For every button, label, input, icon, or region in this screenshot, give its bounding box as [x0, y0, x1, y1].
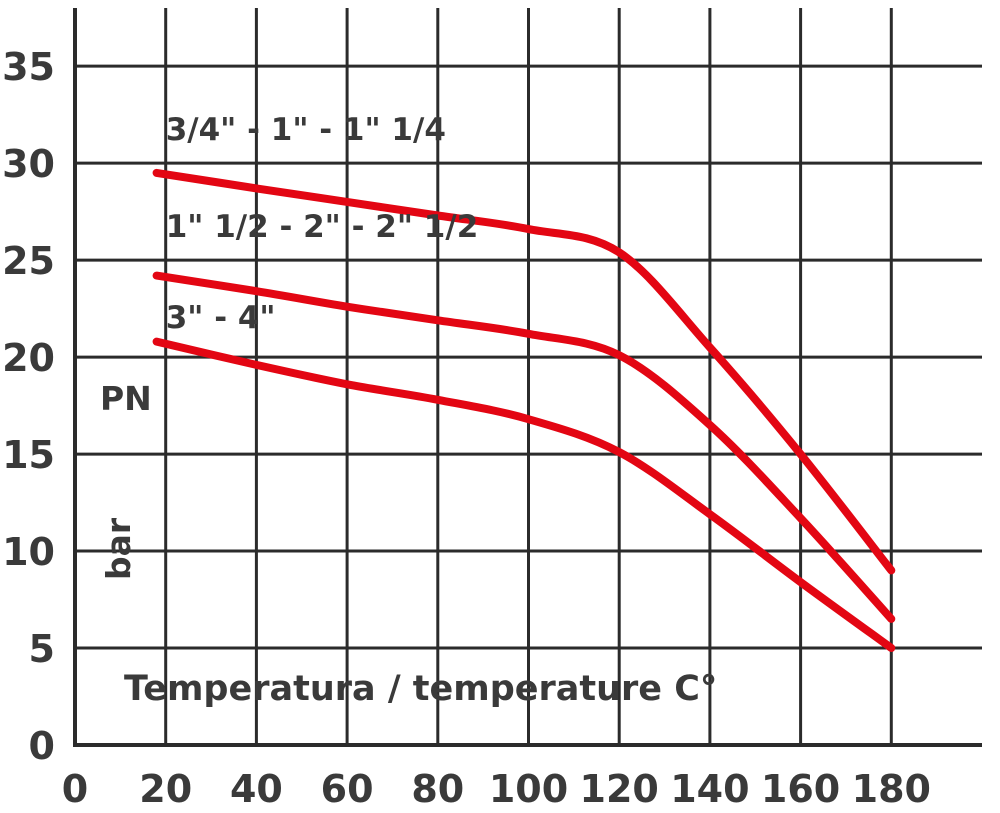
x-tick-label-60: 60	[321, 767, 374, 811]
y-tick-label-15: 15	[2, 433, 55, 477]
y-tick-label-20: 20	[2, 336, 55, 380]
y-tick-label-30: 30	[2, 142, 55, 186]
x-tick-label-40: 40	[230, 767, 283, 811]
x-tick-label-180: 180	[852, 767, 931, 811]
x-tick-label-160: 160	[761, 767, 840, 811]
x-tick-label-120: 120	[580, 767, 659, 811]
series-label-0: 3/4" - 1" - 1" 1/4	[166, 112, 446, 148]
y-tick-label-0: 0	[29, 724, 55, 768]
x-tick-label-100: 100	[489, 767, 568, 811]
x-tick-label-20: 20	[139, 767, 192, 811]
series-curve-1	[152, 271, 896, 623]
x-tick-label-140: 140	[670, 767, 749, 811]
series-inline-labels: 3/4" - 1" - 1" 1/4 1" 1/2 - 2" - 2" 1/2 3"…	[166, 112, 479, 336]
series-curve-0	[152, 168, 896, 575]
pn-unit-label: PN	[100, 379, 152, 418]
vertical-gridlines	[164, 8, 893, 745]
series-curves	[152, 168, 896, 652]
y-axis-tick-labels: 0 5 10 15 20 25 30 35	[2, 45, 55, 768]
x-tick-label-80: 80	[411, 767, 464, 811]
x-tick-label-0: 0	[62, 767, 88, 811]
series-label-1: 1" 1/2 - 2" - 2" 1/2	[166, 209, 479, 245]
bar-unit-label: bar	[99, 517, 138, 580]
series-label-2: 3" - 4"	[166, 300, 276, 336]
x-axis-tick-labels: 0 20 40 60 80 100 120 140 160 180	[62, 767, 931, 811]
y-tick-label-10: 10	[2, 530, 55, 574]
y-tick-label-25: 25	[2, 239, 55, 283]
x-axis-title: Temperatura / temperature C°	[124, 669, 717, 709]
y-tick-label-5: 5	[29, 627, 55, 671]
series-curve-2	[152, 337, 896, 652]
y-tick-label-35: 35	[2, 45, 55, 89]
